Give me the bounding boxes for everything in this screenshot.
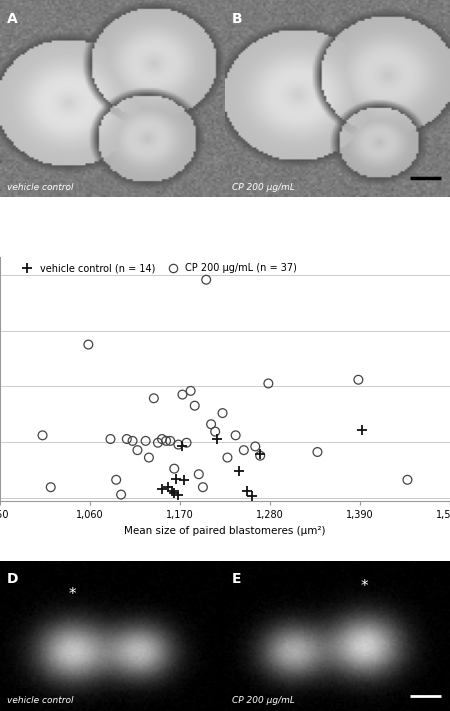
X-axis label: Mean size of paired blastomeres (μm²): Mean size of paired blastomeres (μm²) — [124, 526, 326, 536]
Point — [129, 435, 136, 447]
Point — [212, 426, 219, 437]
Text: B: B — [232, 12, 243, 26]
Point — [256, 448, 264, 459]
Point — [248, 491, 256, 502]
Point — [168, 485, 176, 496]
Point — [171, 463, 178, 474]
Point — [178, 441, 185, 452]
Point — [107, 433, 114, 444]
Legend: vehicle control (n = 14), CP 200 μg/mL (n = 37): vehicle control (n = 14), CP 200 μg/mL (… — [14, 260, 301, 277]
Point — [358, 424, 365, 435]
Point — [404, 474, 411, 486]
Point — [207, 419, 215, 430]
Text: CP 200 μg/mL: CP 200 μg/mL — [232, 183, 295, 191]
Point — [202, 274, 210, 285]
Point — [256, 450, 264, 461]
Point — [162, 435, 170, 447]
Point — [123, 433, 130, 444]
Point — [240, 444, 248, 456]
Point — [195, 469, 203, 480]
Point — [265, 378, 272, 389]
Point — [175, 439, 182, 450]
Point — [187, 385, 194, 397]
Text: *: * — [68, 587, 76, 602]
Point — [243, 485, 251, 496]
Point — [150, 392, 158, 404]
Point — [158, 483, 166, 495]
Point — [180, 474, 188, 486]
Point — [213, 433, 220, 444]
Point — [171, 488, 178, 499]
Text: vehicle control: vehicle control — [7, 183, 73, 191]
Point — [166, 435, 174, 447]
Point — [175, 489, 182, 501]
Point — [252, 441, 259, 452]
Point — [142, 435, 149, 447]
Point — [235, 465, 243, 476]
Point — [172, 474, 180, 485]
Point — [219, 407, 226, 419]
Text: vehicle control: vehicle control — [7, 696, 73, 705]
Point — [199, 481, 207, 493]
Point — [232, 429, 239, 441]
Point — [112, 474, 120, 486]
Text: A: A — [7, 12, 18, 26]
Point — [85, 339, 92, 351]
Point — [191, 400, 198, 412]
Point — [179, 389, 186, 400]
Text: D: D — [7, 572, 18, 586]
Point — [314, 447, 321, 458]
Text: *: * — [361, 579, 368, 594]
Text: E: E — [232, 572, 241, 586]
Point — [355, 374, 362, 385]
Point — [47, 481, 54, 493]
Point — [39, 429, 46, 441]
Text: CP 200 μg/mL: CP 200 μg/mL — [232, 696, 295, 705]
Point — [154, 437, 162, 449]
Point — [183, 437, 190, 449]
Point — [117, 489, 125, 501]
Point — [224, 452, 231, 464]
Point — [134, 444, 141, 456]
Point — [164, 481, 171, 493]
Point — [158, 433, 166, 444]
Point — [145, 452, 153, 464]
